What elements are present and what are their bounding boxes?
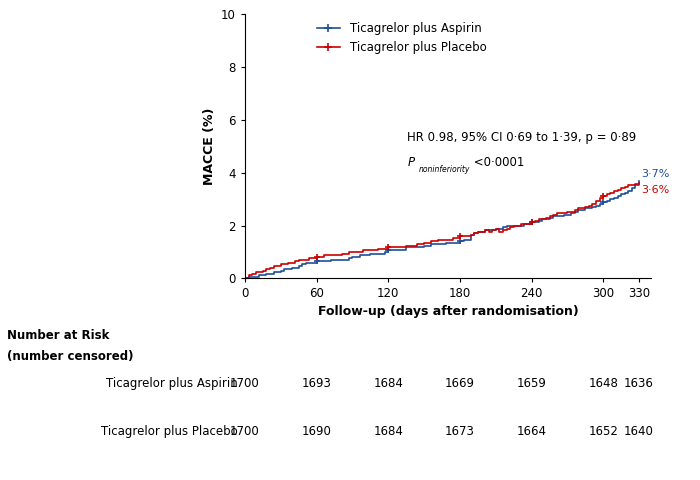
Text: 1664: 1664 [517, 425, 547, 438]
Text: 1640: 1640 [624, 425, 654, 438]
Text: 1684: 1684 [373, 377, 403, 390]
Text: 3·6%: 3·6% [641, 185, 670, 195]
Text: 1700: 1700 [230, 425, 260, 438]
Text: Ticagrelor plus Placebo: Ticagrelor plus Placebo [102, 425, 238, 438]
Text: 1684: 1684 [373, 425, 403, 438]
Y-axis label: MACCE (%): MACCE (%) [202, 108, 216, 185]
Text: 1636: 1636 [624, 377, 654, 390]
Text: 1700: 1700 [230, 377, 260, 390]
Text: Follow-up (days after randomisation): Follow-up (days after randomisation) [318, 305, 578, 318]
Text: (number censored): (number censored) [7, 350, 134, 363]
Text: 1648: 1648 [588, 377, 618, 390]
Text: 1669: 1669 [445, 377, 475, 390]
Legend: Ticagrelor plus Aspirin, Ticagrelor plus Placebo: Ticagrelor plus Aspirin, Ticagrelor plus… [312, 18, 491, 59]
Text: noninferiority: noninferiority [419, 165, 470, 174]
Text: 1659: 1659 [517, 377, 547, 390]
Text: 1652: 1652 [588, 425, 618, 438]
Text: 1693: 1693 [302, 377, 332, 390]
Text: 1690: 1690 [302, 425, 332, 438]
Text: 1673: 1673 [445, 425, 475, 438]
Text: <0·0001: <0·0001 [470, 156, 525, 168]
Text: Ticagrelor plus Aspirin: Ticagrelor plus Aspirin [106, 377, 238, 390]
Text: Number at Risk: Number at Risk [7, 329, 109, 342]
Text: HR 0.98, 95% CI 0·69 to 1·39, p = 0·89: HR 0.98, 95% CI 0·69 to 1·39, p = 0·89 [407, 131, 637, 144]
Text: 3·7%: 3·7% [641, 169, 670, 180]
Text: $P$: $P$ [407, 156, 416, 168]
